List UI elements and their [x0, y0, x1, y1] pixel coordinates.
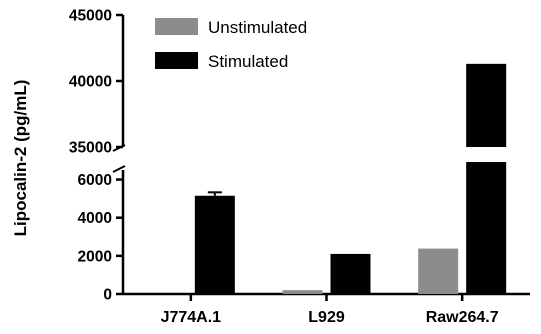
bar-stimulated-l929: [330, 253, 371, 294]
legend-label-unstimulated: Unstimulated: [208, 18, 307, 37]
bar-stimulated-j774a1: [194, 195, 235, 294]
bar-stimulated-raw2647-upper: [466, 63, 507, 148]
bar-unstimulated-raw2647: [418, 248, 459, 294]
y-tick-label: 45000: [69, 8, 112, 25]
bar-unstimulated-l929: [282, 290, 323, 294]
bar-stimulated-raw2647-lower: [466, 162, 507, 294]
legend-swatch-stimulated: [155, 52, 198, 69]
y-tick-label: 40000: [69, 74, 112, 91]
y-tick-label: 2000: [78, 248, 112, 265]
x-tick-label: L929: [308, 309, 345, 326]
x-tick-label: Raw264.7: [426, 309, 499, 326]
chart-marks: 0 2000 4000 6000 35000 40000 45000 J774A.1 L929 R…: [69, 8, 530, 326]
y-tick-label: 6000: [78, 172, 112, 189]
x-tick-label: J774A.1: [161, 309, 222, 326]
y-tick-label: 0: [103, 287, 112, 304]
y-tick-label: 4000: [78, 210, 112, 227]
axis-break-mark: [112, 165, 126, 173]
legend-swatch-unstimulated: [155, 18, 198, 35]
y-tick-label: 35000: [69, 140, 112, 157]
legend-label-stimulated: Stimulated: [208, 52, 288, 71]
y-axis-title: Lipocalin-2 (pg/mL): [11, 80, 30, 237]
